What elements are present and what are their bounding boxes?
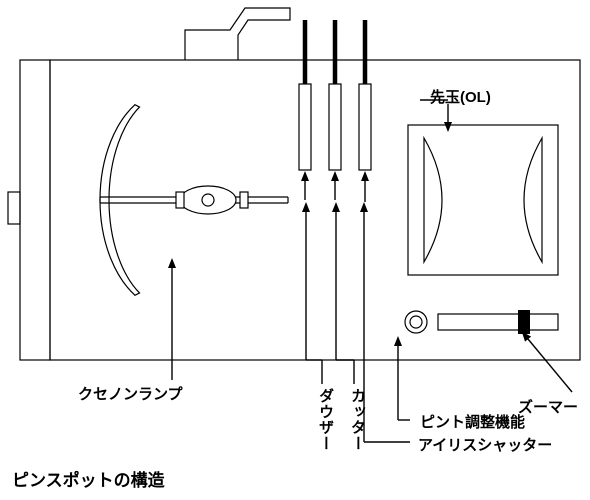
housing-side-tab [8,192,20,224]
lens-right [524,138,542,262]
diagram-title: ピンスポットの構造 [12,466,165,491]
douser-slot [299,84,311,170]
label-zoomer: ズーマー [518,400,578,417]
zoom-track [438,314,558,330]
housing-endcap [20,60,50,360]
label-cutter: カッター [350,388,365,451]
iris-slot [359,84,371,170]
zoom-handle [518,310,530,334]
reflector-arc [100,105,140,296]
label-front-lens: 先玉(OL) [430,90,491,107]
lens-left [424,138,442,262]
label-douser: ダウザー [318,388,333,451]
diagram-canvas: クセノンランプ 先玉(OL) ズーマー ピント調整機能 アイリスシャッター ダウ… [0,0,590,500]
arrow-zoomer [523,333,572,392]
cutter-slot [329,84,341,170]
focus-knob [405,311,427,333]
label-iris-shutter: アイリスシャッター [418,438,552,455]
housing-chimney [185,8,290,60]
label-focus: ピント調整機能 [420,415,525,432]
lamp-electrode [202,194,214,206]
lens-housing [408,125,558,275]
label-xenon-lamp: クセノンランプ [78,387,183,404]
housing-body [50,60,580,360]
